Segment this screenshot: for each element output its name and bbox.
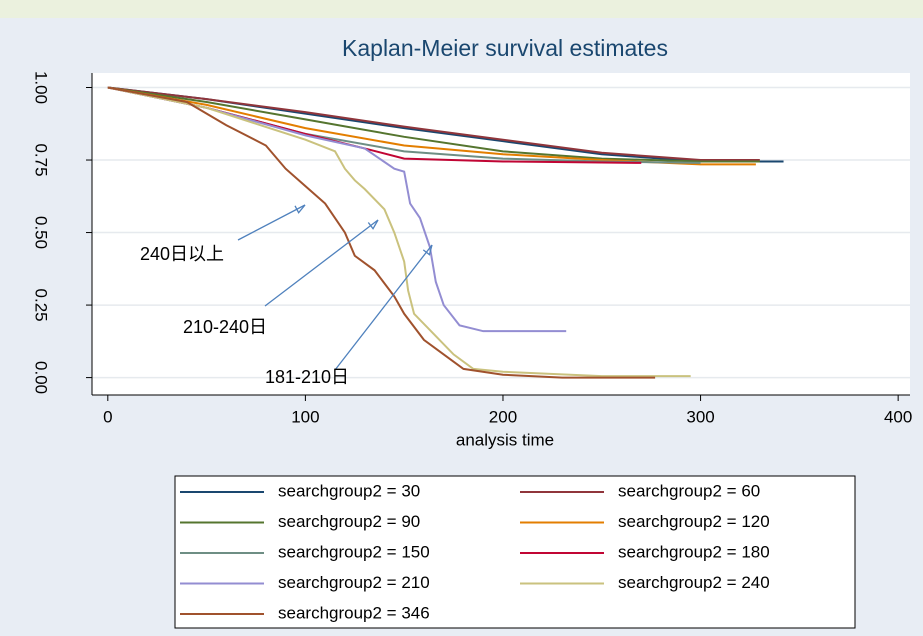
y-tick-label: 0.50 — [32, 216, 51, 249]
legend-label: searchgroup2 = 60 — [618, 481, 760, 500]
annotation-arrow — [334, 244, 433, 371]
annotation-arrow — [237, 204, 306, 241]
y-tick-label: 1.00 — [32, 71, 51, 104]
legend-label: searchgroup2 = 120 — [618, 512, 770, 531]
chart-title: Kaplan-Meier survival estimates — [342, 35, 668, 61]
x-tick-label: 300 — [686, 407, 714, 426]
series-line — [107, 86, 656, 379]
annotation: 181-210日 — [265, 367, 349, 387]
x-tick-label: 100 — [291, 407, 319, 426]
annotation: 240日以上 — [140, 244, 224, 264]
legend-label: searchgroup2 = 30 — [278, 481, 420, 500]
y-tick-label: 0.25 — [32, 289, 51, 322]
legend-label: searchgroup2 = 346 — [278, 603, 430, 622]
legend-label: searchgroup2 = 240 — [618, 573, 770, 592]
series-line — [107, 86, 760, 163]
x-tick-label: 400 — [884, 407, 912, 426]
annotation: 210-240日 — [183, 317, 267, 337]
legend-label: searchgroup2 = 150 — [278, 542, 430, 561]
legend-label: searchgroup2 = 210 — [278, 573, 430, 592]
annotation-arrowhead — [294, 204, 306, 214]
legend-label: searchgroup2 = 90 — [278, 512, 420, 531]
x-axis-label: analysis time — [456, 430, 554, 449]
top-band — [0, 0, 923, 18]
series-line — [107, 86, 567, 333]
y-tick-label: 0.00 — [32, 361, 51, 394]
legend — [174, 475, 856, 629]
series-line — [107, 86, 760, 162]
x-tick-label: 200 — [489, 407, 517, 426]
series-line — [107, 86, 691, 378]
annotation-arrowhead — [367, 219, 379, 230]
y-tick-label: 0.75 — [32, 143, 51, 176]
annotation-arrowhead — [422, 244, 433, 256]
legend-label: searchgroup2 = 180 — [618, 542, 770, 561]
annotation-arrow — [264, 219, 379, 307]
x-tick-label: 0 — [103, 407, 112, 426]
plot-area — [92, 73, 910, 395]
